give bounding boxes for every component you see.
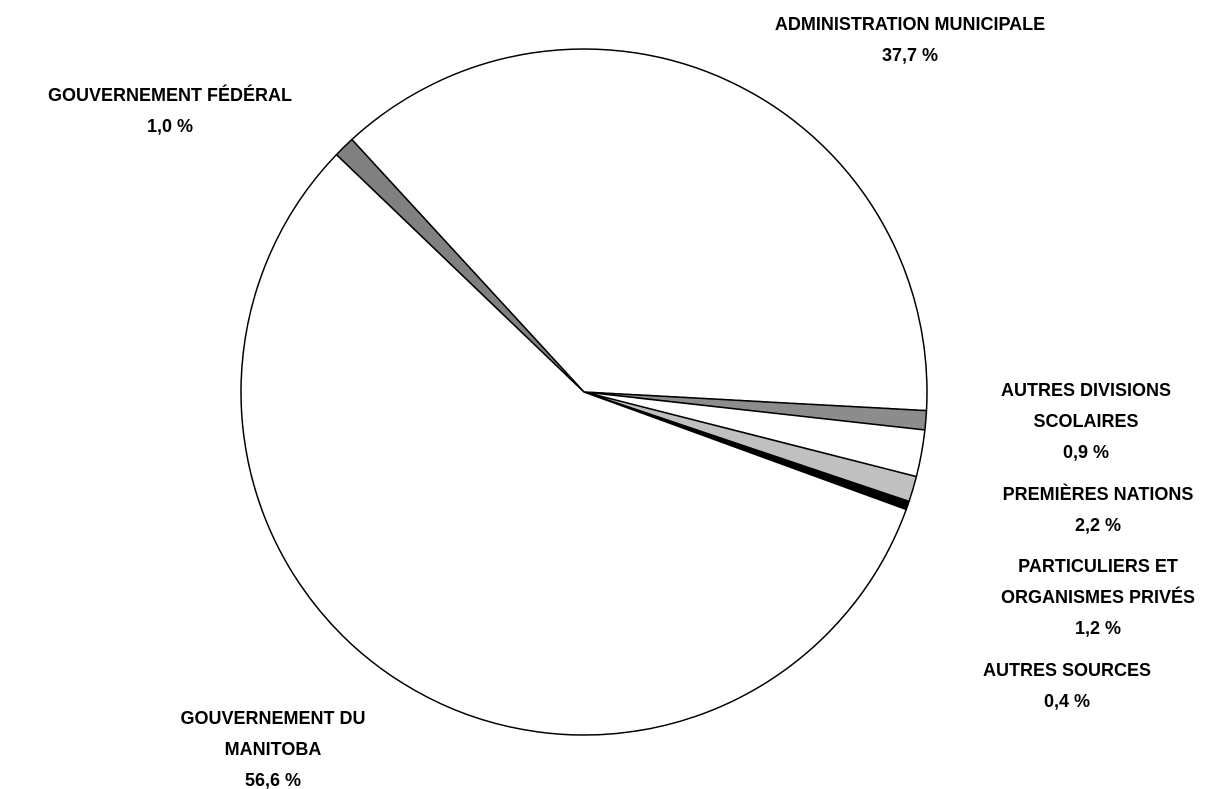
category-label: PARTICULIERS ET ORGANISMES PRIVÉS [1000,556,1196,607]
value-label: 2,2 % [1074,515,1122,535]
category-label: AUTRES DIVISIONS SCOLAIRES [1000,380,1172,431]
value-label: 1,0 % [146,116,194,136]
slice-label: PREMIÈRES NATIONS 2,2 % [948,479,1226,541]
slice-label: AUTRES DIVISIONS SCOLAIRES 0,9 % [971,375,1201,468]
slice-label: AUTRES SOURCES 0,4 % [917,655,1217,717]
category-label: AUTRES SOURCES [982,660,1152,680]
pie-slice [351,48,928,412]
category-label: GOUVERNEMENT DU MANITOBA [180,708,366,759]
value-label: 37,7 % [881,45,939,65]
slice-label: ADMINISTRATION MUNICIPALE 37,7 % [710,9,1110,71]
value-label: 1,2 % [1074,618,1122,638]
value-label: 0,4 % [1043,691,1091,711]
slice-label: GOUVERNEMENT DU MANITOBA 56,6 % [148,703,398,789]
pie-slice [335,138,585,393]
slice-label: GOUVERNEMENT FÉDÉRAL 1,0 % [0,80,370,142]
category-label: PREMIÈRES NATIONS [1002,484,1194,504]
slice-label: PARTICULIERS ET ORGANISMES PRIVÉS 1,2 % [968,551,1226,644]
value-label: 56,6 % [244,770,302,789]
category-label: GOUVERNEMENT FÉDÉRAL [47,85,292,105]
pie-slice [240,153,907,736]
category-label: ADMINISTRATION MUNICIPALE [774,14,1046,34]
value-label: 0,9 % [1062,442,1110,462]
